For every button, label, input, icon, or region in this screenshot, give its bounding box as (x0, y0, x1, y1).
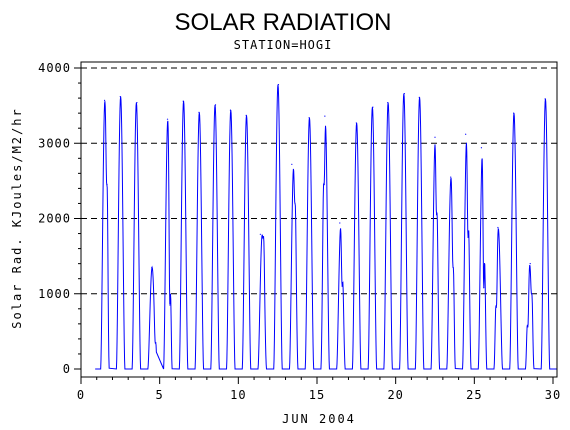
peak-point-day-11 (262, 235, 265, 238)
peak-point-day-24 (465, 133, 467, 135)
peak-point-day-26 (497, 226, 499, 229)
peak-point-day-2 (119, 95, 121, 98)
peak-point-day-6 (182, 100, 184, 102)
peak-point-day-9 (229, 109, 232, 111)
y-tick-label: 0 (63, 362, 71, 376)
peak-point-day-28 (529, 263, 531, 265)
peak-point-day-18 (372, 106, 374, 108)
peak-point-day-4 (155, 342, 157, 344)
peak-point-day-24 (467, 236, 469, 238)
peak-point-day-26 (495, 306, 497, 308)
peak-point-day-5 (169, 304, 171, 306)
peak-point-day-29 (544, 98, 546, 100)
series-layer (95, 83, 557, 370)
peak-point-day-19 (387, 102, 389, 104)
axes-layer: 0 1000 2000 3000 4000 0 5 10 15 20 25 30 (38, 61, 561, 402)
peak-point-day-14 (308, 117, 310, 119)
x-tick-label: 25 (466, 388, 482, 402)
peak-point-day-21 (418, 96, 420, 98)
peak-point-day-5 (166, 118, 169, 120)
peak-point-day-10 (245, 114, 247, 117)
peak-point-day-3 (136, 102, 138, 104)
chart-title: SOLAR RADIATION (175, 9, 392, 36)
peak-point-day-28 (527, 326, 529, 328)
peak-point-day-25 (480, 147, 483, 149)
peak-point-day-27 (513, 112, 515, 114)
peak-point-day-1 (106, 184, 108, 186)
x-tick-label: 30 (545, 388, 561, 402)
peak-point-day-25 (483, 287, 485, 289)
peak-point-day-28 (531, 293, 533, 295)
peak-point-day-22 (434, 136, 436, 138)
solar-radiation-line (95, 84, 557, 370)
y-tick-label: 4000 (38, 61, 71, 75)
x-tick-label: 15 (309, 388, 325, 402)
peak-point-day-7 (198, 111, 200, 113)
peak-point-day-17 (355, 122, 357, 124)
peak-point-day-12 (277, 83, 280, 86)
peak-point-day-1 (104, 99, 106, 101)
peak-point-day-20 (403, 92, 405, 95)
x-tick-label: 0 (77, 388, 85, 402)
grid-layer (81, 67, 557, 295)
peak-point-day-11 (259, 233, 261, 235)
peak-point-day-8 (214, 104, 217, 106)
peak-point-day-15 (324, 115, 326, 117)
peak-point-day-13 (291, 163, 293, 165)
peak-point-day-23 (452, 266, 454, 269)
x-tick-label: 5 (156, 388, 164, 402)
x-axis-title: JUN 2004 (282, 412, 356, 426)
chart-subtitle: STATION=HOGI (234, 38, 333, 52)
x-tick-label: 20 (387, 388, 403, 402)
peak-point-day-23 (450, 176, 452, 178)
y-tick-label: 1000 (38, 287, 71, 301)
y-axis-title: Solar Rad. KJoules/M2/hr (10, 107, 24, 328)
peak-point-day-16 (339, 222, 341, 224)
plot-frame (80, 61, 558, 378)
peak-point-day-13 (294, 202, 296, 205)
y-tick-label: 2000 (38, 212, 71, 226)
x-tick-label: 10 (230, 388, 246, 402)
peak-point-day-4 (151, 266, 153, 269)
y-tick-label: 3000 (38, 136, 71, 150)
peak-point-day-16 (341, 285, 343, 287)
peak-point-day-15 (323, 184, 325, 186)
peak-point-day-22 (435, 214, 438, 216)
